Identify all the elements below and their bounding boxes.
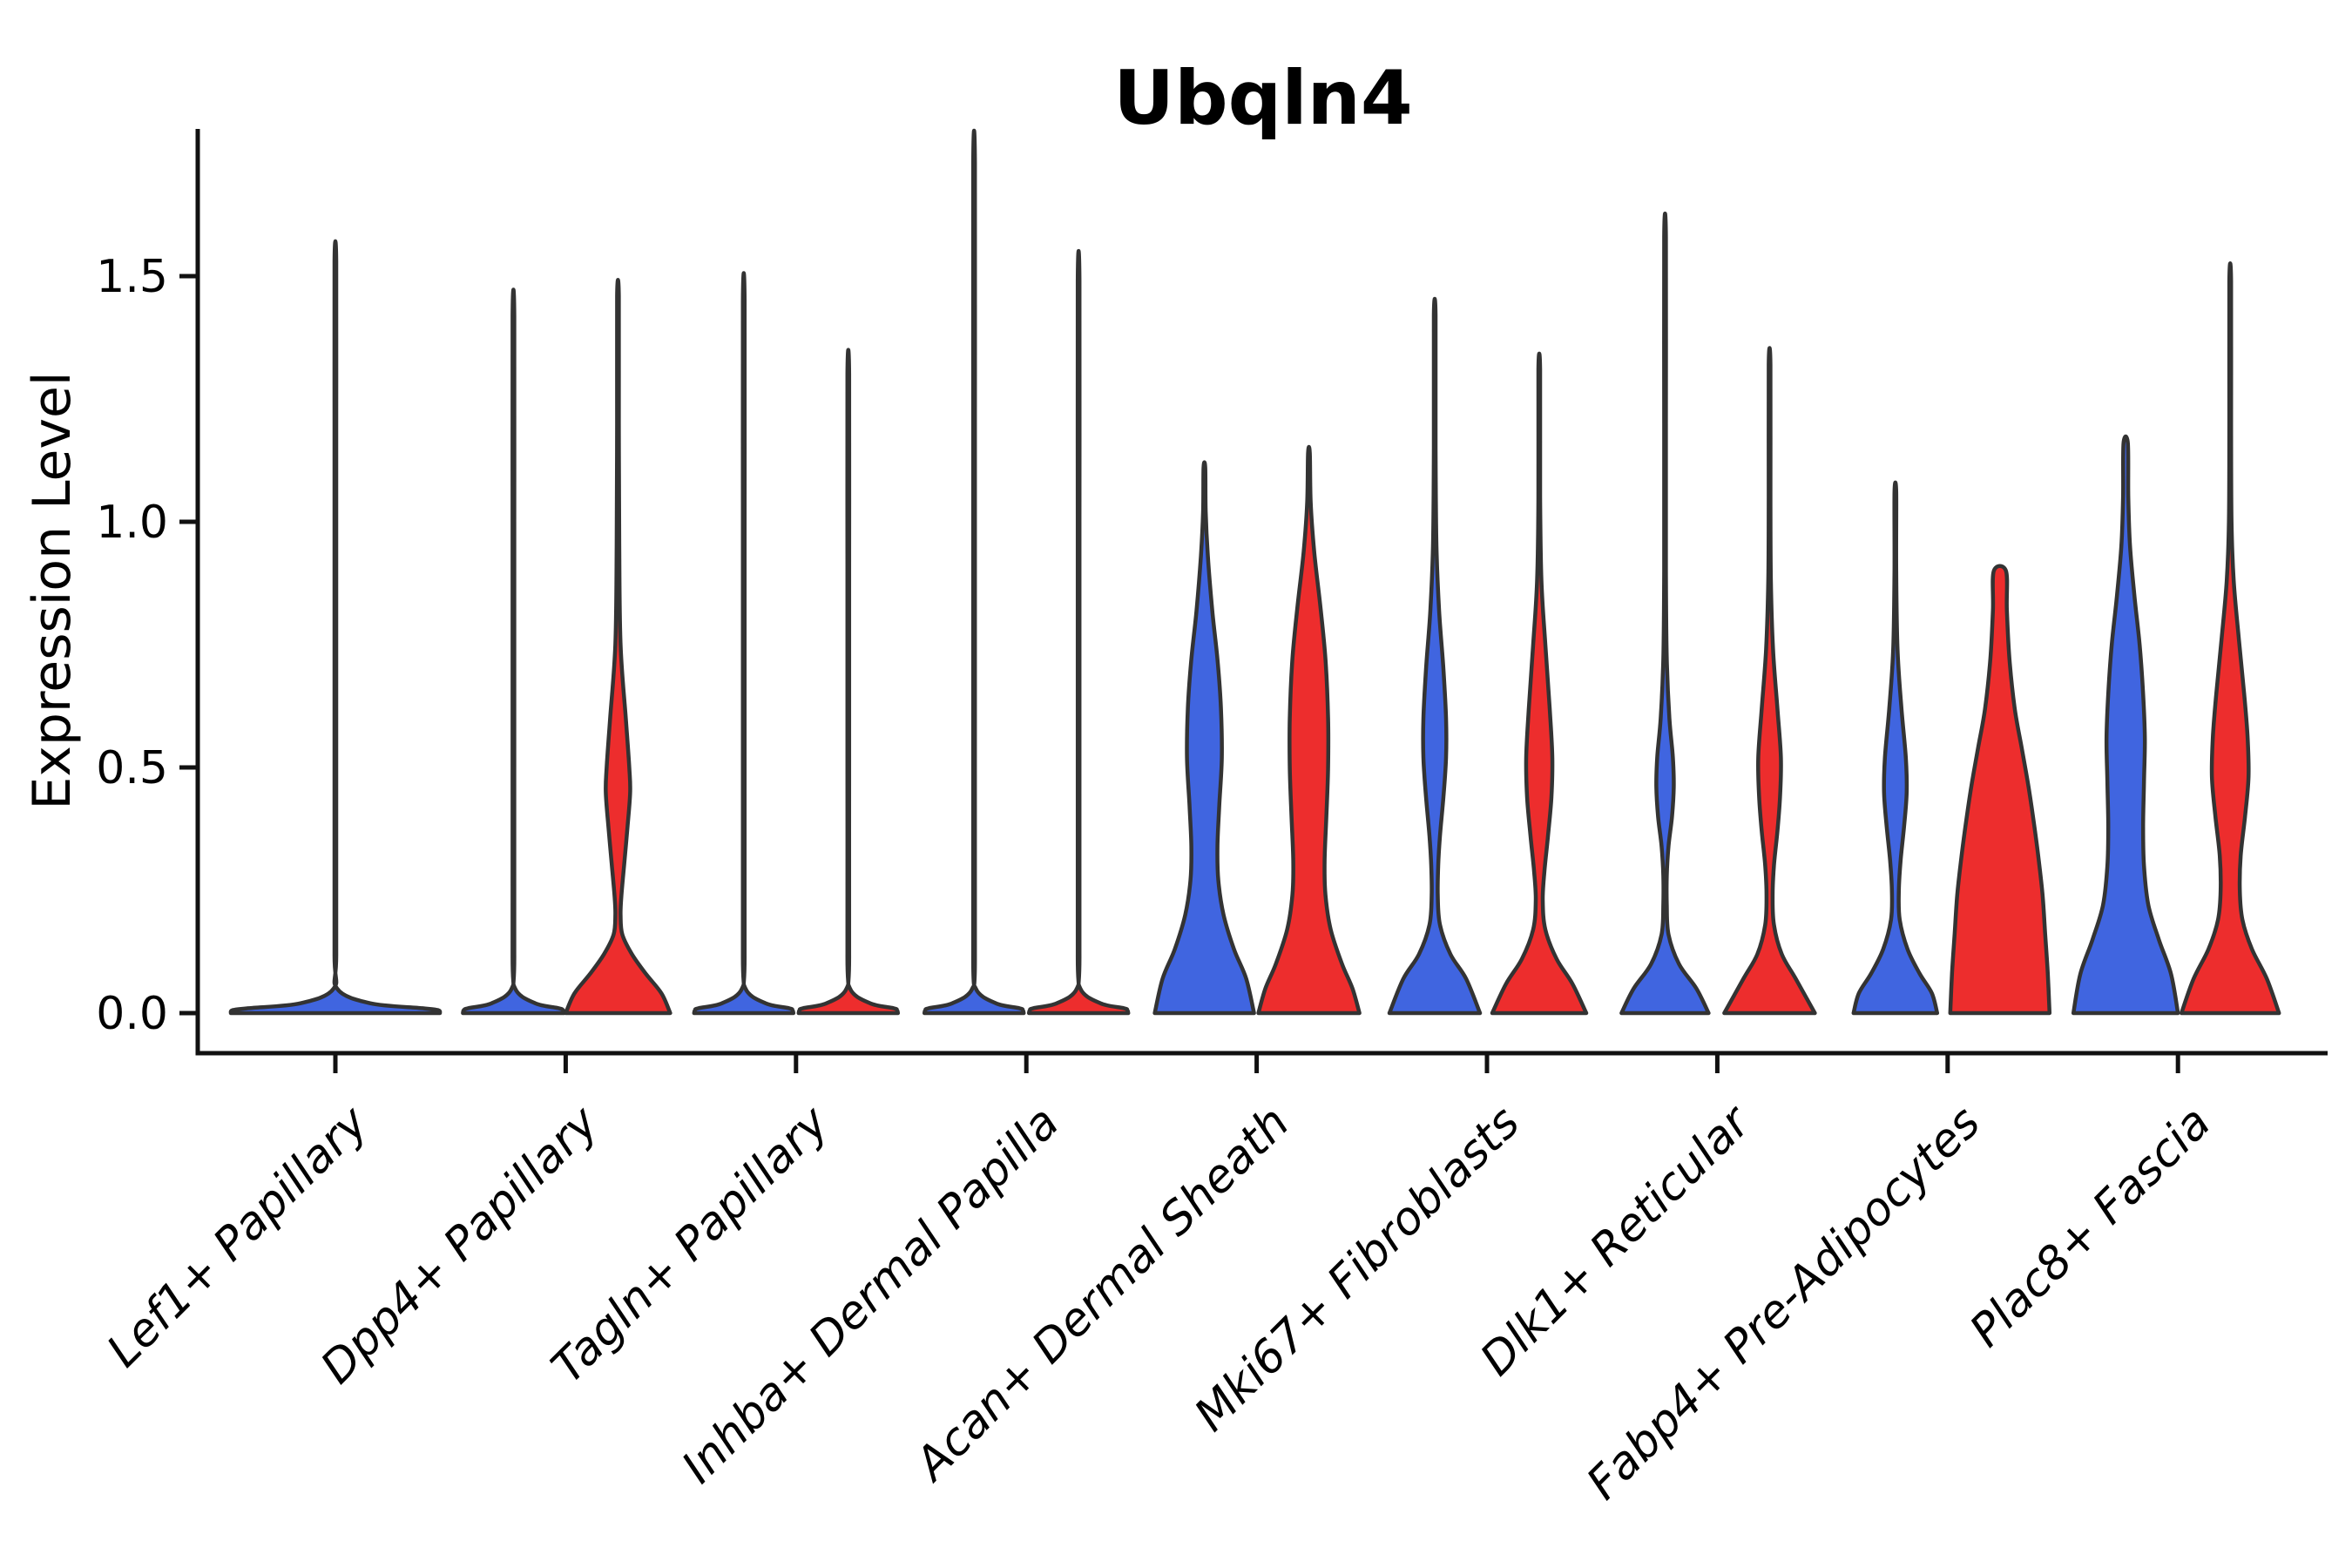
chart-title: Ubqln4 xyxy=(1113,55,1413,142)
violin-plac8-fascia-blue xyxy=(2071,434,2180,1016)
violin-dlk1-reticular-blue xyxy=(1619,212,1711,1016)
violin-plac8-fascia-red xyxy=(2179,260,2281,1016)
y-tick-label: 0.0 xyxy=(96,988,168,1040)
violin-tagln-papillary-blue xyxy=(692,271,796,1016)
violin-inhba-dermal-papilla-blue xyxy=(922,129,1026,1016)
y-tick-label: 1.5 xyxy=(96,251,168,303)
violin-acan-dermal-sheath-blue xyxy=(1152,460,1256,1016)
violin-fabp4-pre-adipocytes-red xyxy=(1948,564,2052,1016)
y-axis-label: Expression Level xyxy=(22,371,83,809)
violin-mki67-fibroblasts-red xyxy=(1490,351,1589,1016)
x-tick-label: Acan+ Dermal Sheath xyxy=(904,1097,1300,1492)
violin-dpp4-papillary-blue xyxy=(461,287,566,1016)
violin-mki67-fibroblasts-blue xyxy=(1387,296,1483,1016)
violin-dlk1-reticular-red xyxy=(1722,346,1817,1016)
violin-inhba-dermal-papilla-red xyxy=(1026,248,1131,1016)
x-tick-label: Fabp4+ Pre-Adipocytes xyxy=(1577,1097,1990,1511)
violins-layer xyxy=(228,129,2281,1016)
violin-lef1-papillary-blue xyxy=(228,239,443,1016)
axes-layer xyxy=(179,129,2328,1073)
violin-acan-dermal-sheath-red xyxy=(1256,444,1362,1016)
violin-fabp4-pre-adipocytes-blue xyxy=(1851,480,1940,1016)
y-tick-label: 1.0 xyxy=(96,497,168,549)
violin-dpp4-papillary-red xyxy=(564,277,672,1016)
x-tick-label: Inhba+ Dermal Papilla xyxy=(672,1097,1070,1494)
violin-tagln-papillary-red xyxy=(796,348,901,1016)
y-tick-label: 0.5 xyxy=(96,742,168,794)
x-tick-label: Plac8+ Fascia xyxy=(1960,1097,2220,1357)
